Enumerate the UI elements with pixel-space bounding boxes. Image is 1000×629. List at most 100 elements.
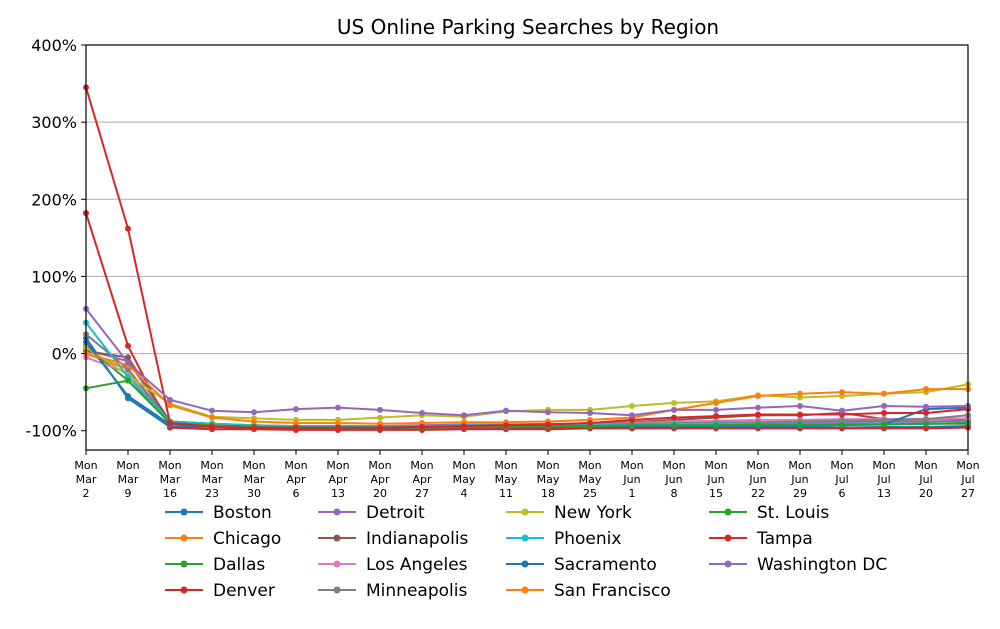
x-tick-label: Mon Jul 6: [830, 459, 853, 500]
legend-label: Washington DC: [757, 555, 887, 575]
legend-label: Tampa: [756, 529, 813, 549]
data-point-tampa: [587, 420, 593, 426]
y-tick-label: 300%: [31, 113, 77, 132]
legend-entry-tampa: Tampa: [709, 529, 813, 549]
legend-entry-st-louis: St. Louis: [709, 503, 829, 523]
x-tick-label: Mon Jun 15: [704, 459, 727, 500]
data-point-tampa: [209, 423, 215, 430]
data-point-indianapolis: [125, 354, 131, 361]
data-point-new-york: [671, 399, 677, 406]
data-point-tampa: [377, 424, 383, 431]
x-tick-label: Mon Mar 23: [200, 459, 223, 500]
x-tick-label: Mon May 18: [536, 459, 559, 500]
legend-marker: [180, 534, 188, 542]
series-washington-dc: [83, 305, 971, 419]
data-point-san-francisco: [755, 393, 761, 399]
data-point-tampa: [125, 225, 131, 232]
data-point-washington-dc: [713, 406, 719, 413]
data-point-washington-dc: [503, 407, 509, 414]
legend-marker: [724, 560, 732, 568]
legend-marker: [724, 508, 732, 516]
data-point-denver: [923, 425, 929, 432]
data-point-washington-dc: [209, 407, 215, 414]
series-layer: [83, 84, 971, 433]
data-point-tampa: [713, 413, 719, 420]
data-point-tampa: [335, 424, 341, 431]
legend-entry-san-francisco: San Francisco: [506, 581, 671, 601]
data-point-san-francisco: [293, 420, 299, 426]
y-tick-label: 200%: [31, 190, 77, 209]
legend-marker: [724, 534, 732, 542]
legend-marker: [521, 508, 529, 516]
data-point-washington-dc: [545, 409, 551, 416]
x-tick-label: Mon Apr 20: [368, 459, 391, 500]
x-tick-label: Mon Jul 13: [872, 459, 895, 500]
legend-label: Minneapolis: [366, 581, 467, 601]
data-point-washington-dc: [125, 359, 131, 366]
legend-entry-indianapolis: Indianapolis: [318, 529, 469, 549]
data-point-new-york: [377, 414, 383, 421]
data-point-washington-dc: [629, 412, 635, 419]
legend-marker: [333, 586, 341, 594]
series-line-denver: [85, 212, 969, 431]
x-axis: Mon Mar 2 Mon Mar 9 Mon Mar 16 Mon Mar 23 Mon Mar 30 Mo…: [74, 450, 980, 500]
legend-entry-dallas: Dallas: [165, 555, 265, 575]
legend-label: St. Louis: [757, 503, 829, 523]
y-axis: -100% 0% 100% 200% 300% 400%: [25, 36, 86, 441]
legend-entry-detroit: Detroit: [318, 503, 425, 523]
data-point-st-louis: [797, 421, 803, 428]
x-tick-label: Mon May 11: [494, 459, 517, 500]
legend-marker: [333, 560, 341, 568]
x-tick-label: Mon Jun 29: [788, 459, 811, 500]
legend-marker: [333, 508, 341, 516]
data-point-tampa: [881, 409, 887, 416]
legend-marker: [521, 586, 529, 594]
data-point-washington-dc: [419, 409, 425, 416]
data-point-washington-dc: [671, 406, 677, 413]
data-point-san-francisco: [713, 399, 719, 406]
legend-marker: [180, 586, 188, 594]
data-point-denver: [125, 342, 131, 349]
grid-lines: [86, 121, 968, 355]
series-line-st-louis: [85, 379, 969, 429]
legend-label: Detroit: [366, 503, 425, 523]
x-tick-label: Mon Mar 2: [74, 459, 97, 500]
x-tick-label: Mon Jun 22: [746, 459, 769, 500]
data-point-washington-dc: [839, 407, 845, 414]
data-point-washington-dc: [923, 403, 929, 410]
data-point-tampa: [923, 409, 929, 416]
y-tick-label: -100%: [25, 422, 77, 441]
x-tick-label: Mon May 4: [452, 459, 475, 500]
data-point-tampa: [797, 411, 803, 418]
legend-entry-boston: Boston: [165, 503, 272, 523]
series-line-washington-dc: [85, 308, 969, 417]
legend-label: San Francisco: [554, 581, 671, 601]
data-point-tampa: [545, 421, 551, 428]
x-tick-label: Mon Jun 1: [620, 459, 643, 500]
data-point-new-york: [629, 403, 635, 410]
legend-entry-washington-dc: Washington DC: [709, 555, 887, 575]
x-tick-label: Mon Apr 6: [284, 459, 307, 500]
legend-marker: [333, 534, 341, 542]
legend-label: Dallas: [213, 555, 265, 575]
chart-title: US Online Parking Searches by Region: [337, 15, 719, 39]
x-tick-label: Mon May 25: [578, 459, 601, 500]
x-tick-label: Mon Jul 20: [914, 459, 937, 500]
series-line-san-francisco: [85, 352, 968, 425]
legend-entry-los-angeles: Los Angeles: [318, 555, 468, 575]
data-point-san-francisco: [335, 420, 341, 426]
x-tick-label: Mon Mar 30: [242, 459, 265, 500]
data-point-san-francisco: [167, 402, 173, 409]
y-tick-label: 400%: [31, 36, 77, 55]
data-point-st-louis: [881, 421, 887, 428]
legend-entry-denver: Denver: [165, 581, 275, 601]
x-tick-label: Mon Mar 9: [116, 459, 139, 500]
data-point-washington-dc: [377, 406, 383, 413]
legend-label: Chicago: [213, 529, 281, 549]
data-point-washington-dc: [461, 412, 467, 419]
legend-entry-sacramento: Sacramento: [506, 555, 657, 575]
data-point-tampa: [293, 424, 299, 431]
series-tampa: [83, 84, 971, 431]
